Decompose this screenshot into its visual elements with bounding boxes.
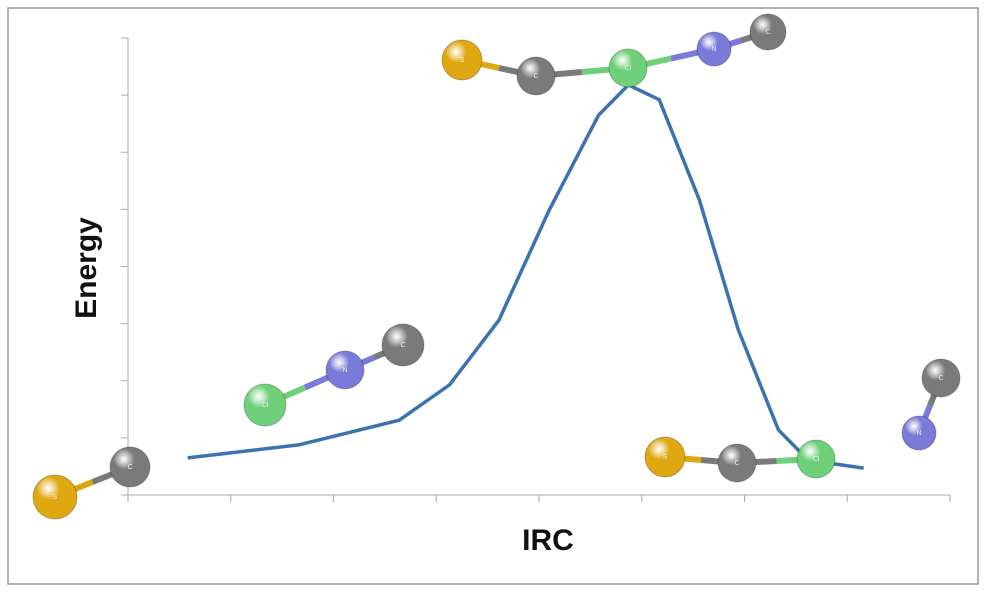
atom-label: Cl [813,456,820,463]
atom-label: C [938,375,943,382]
atom-label: S [663,454,668,461]
atom [717,443,757,483]
molecule: S C Cl [644,436,836,483]
atom-label: C [127,464,132,471]
x-axis-title: IRC [522,524,574,557]
atom [901,415,937,451]
atom [325,350,365,390]
molecule: SC [32,446,151,520]
atom [441,39,483,81]
frame [7,7,979,585]
atom [109,446,151,488]
atom [381,323,425,367]
atom-label: N [711,46,716,53]
atom-label: N [342,367,347,374]
atom-label: C [400,342,405,349]
atom [243,383,287,427]
atom [608,48,648,88]
atom-label: S [460,57,465,64]
molecule: S C Cl N C [441,13,787,96]
atom-label: Cl [262,402,269,409]
molecule: CN [901,358,961,451]
energy-curve [187,83,864,470]
atom-label: Cl [625,65,632,72]
atom-label: S [53,494,58,501]
atom [796,439,836,479]
y-axis-title: Energy [70,217,103,319]
atom-label: C [734,460,739,467]
atom [32,474,78,520]
atom-label: C [765,29,770,36]
atom-label: C [533,73,538,80]
atom [921,358,961,398]
atom [696,31,732,67]
atom-label: N [916,430,921,437]
atom [749,13,787,51]
atom [644,436,686,478]
atom [516,56,556,96]
molecule: Cl N C [243,323,425,427]
